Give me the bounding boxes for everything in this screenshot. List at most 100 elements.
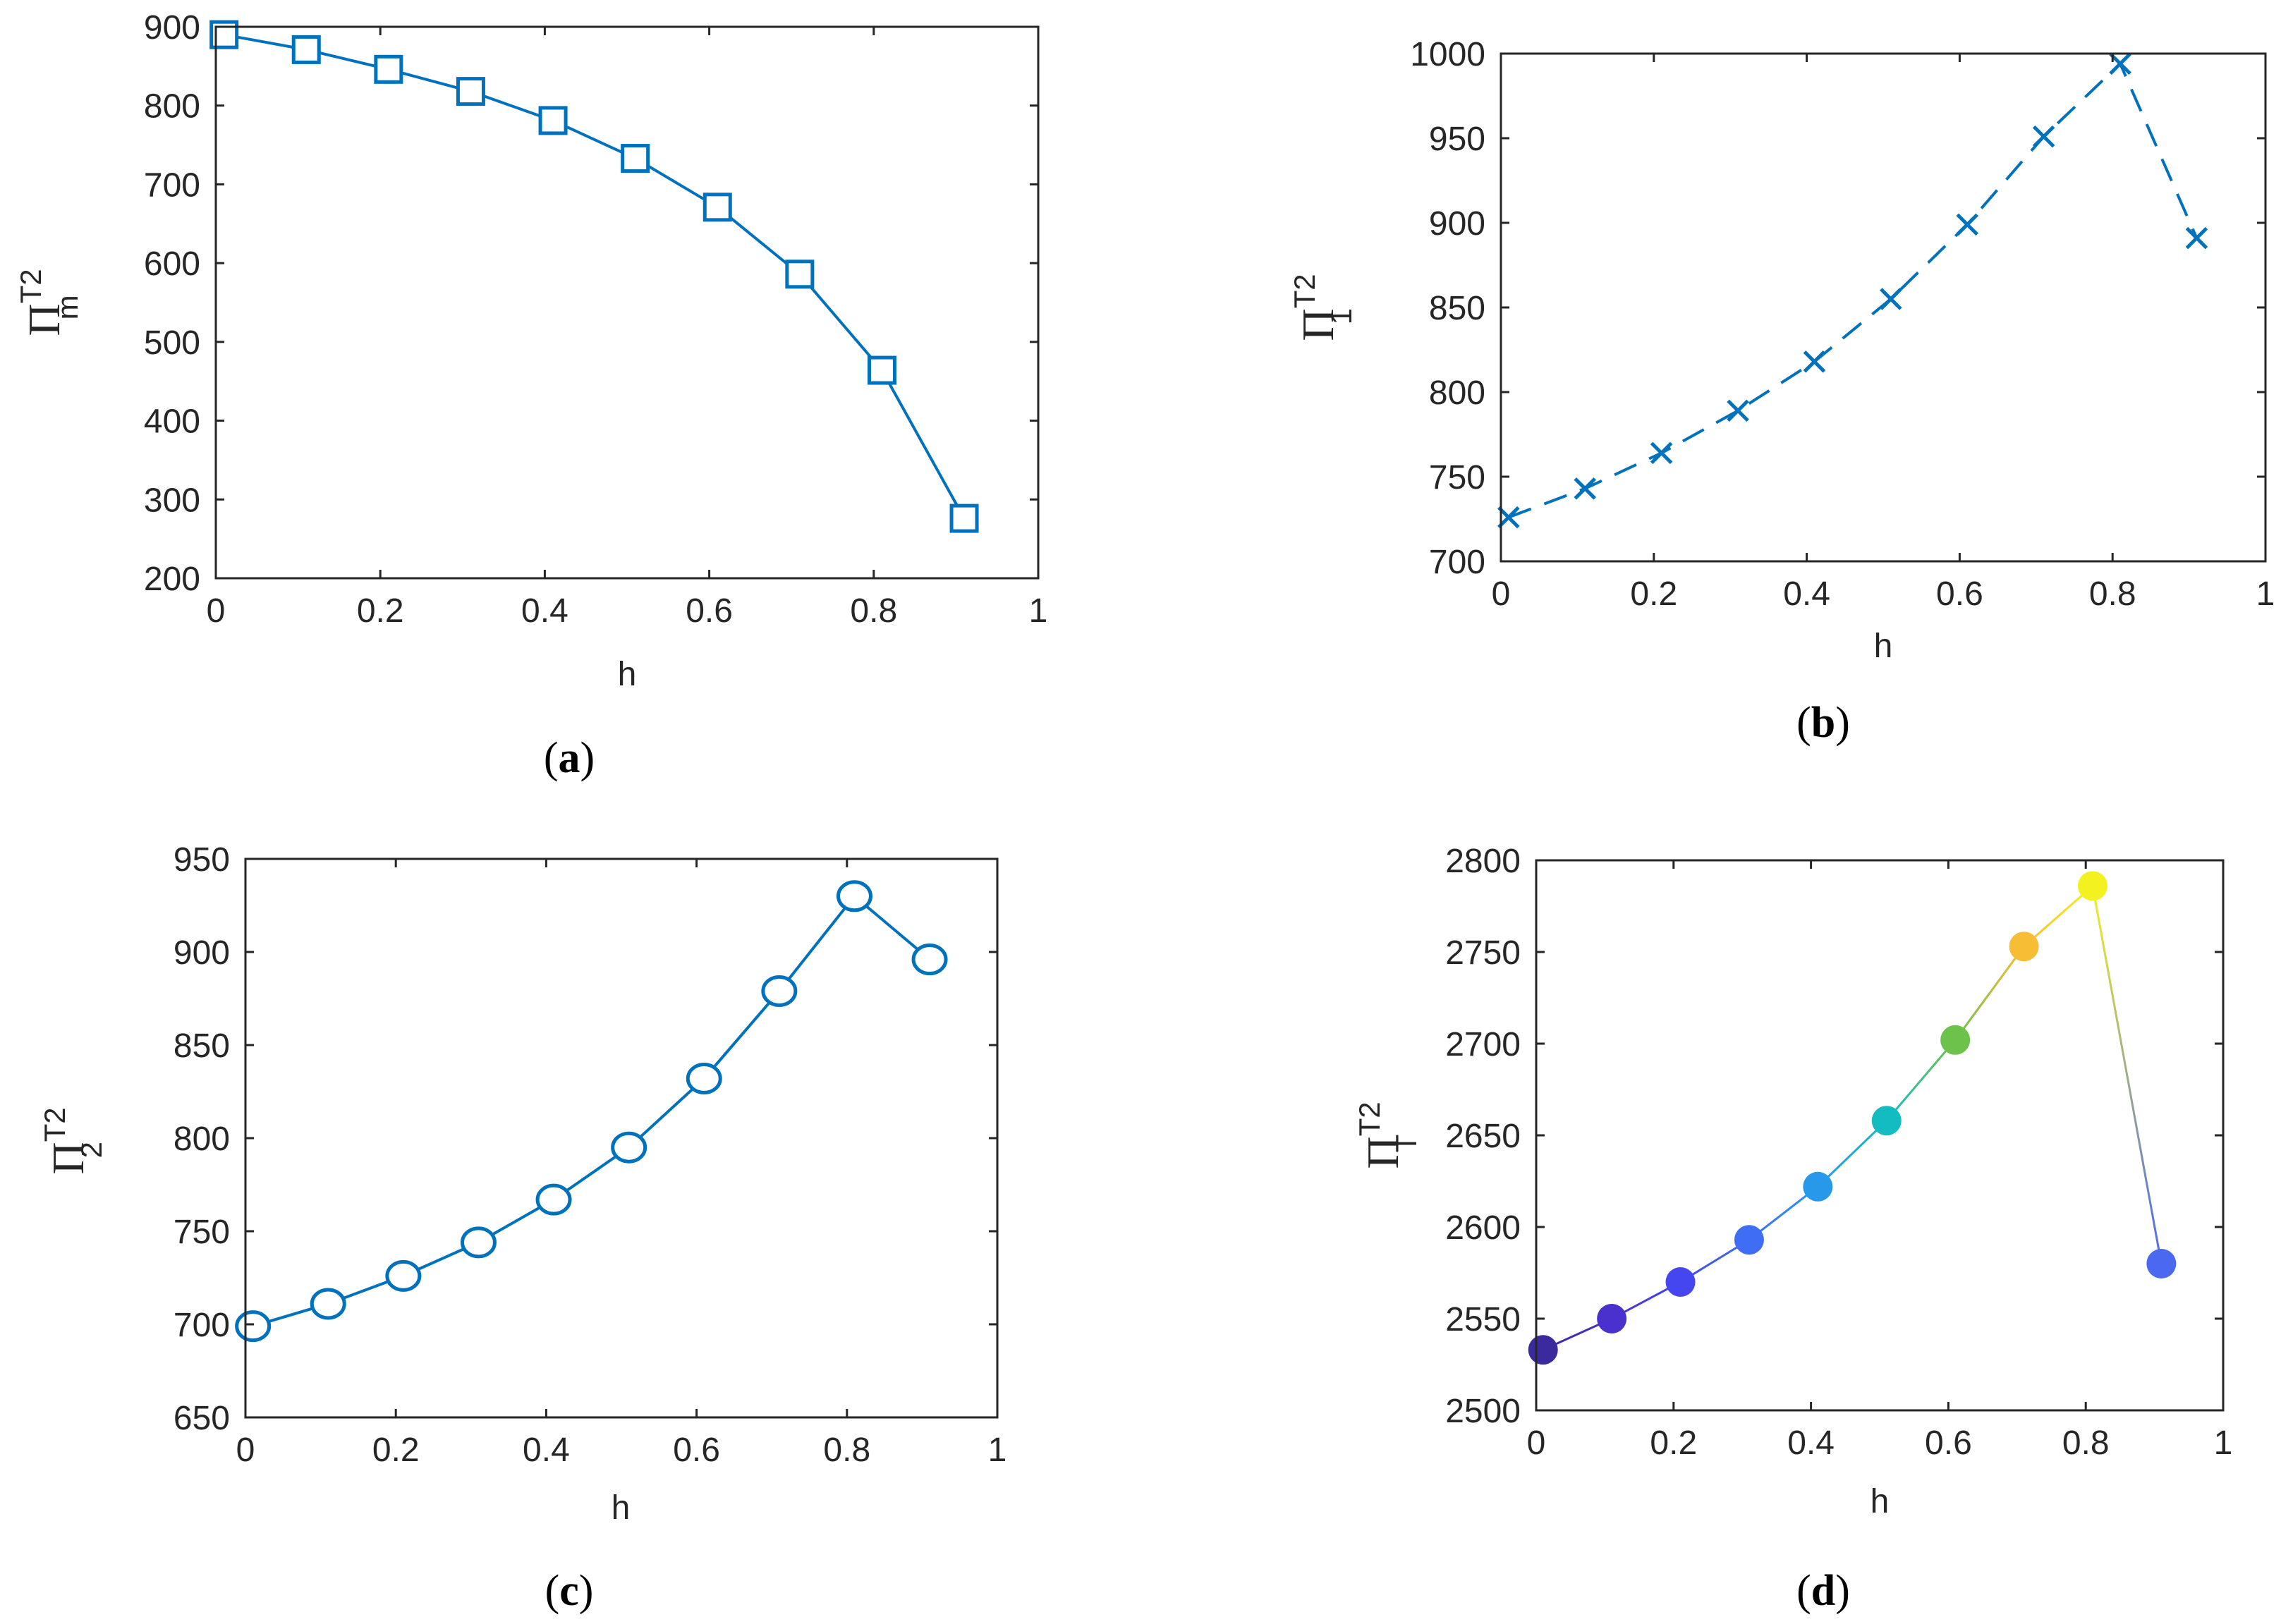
panel-d-point (1940, 1025, 1971, 1055)
panel-a-point (949, 503, 979, 533)
panel-a-xtick-label: 0.6 (686, 592, 733, 630)
panel-b: 0 0.2 0.4 0.6 0.8 1 700 750 800 850 900 950 1000 h Π… (1288, 36, 2275, 747)
panel-b-point (1803, 350, 1826, 373)
panel-a-xtick-label: 1 (1029, 592, 1048, 630)
panel-c-xtick-label: 0.6 (673, 1431, 720, 1469)
panel-d-point (1734, 1225, 1764, 1255)
panel-d-marks (1528, 871, 2177, 1365)
panel-c-ytick-label: 750 (174, 1214, 230, 1251)
panel-d-segment (1954, 946, 2025, 1041)
panel-b-point (1880, 288, 1902, 310)
panel-a-xtick-label: 0.8 (850, 592, 897, 630)
panel-b-xtick-label: 0.8 (2089, 575, 2136, 613)
panel-b-ylabel: ΠT21 (1288, 274, 1358, 341)
panel-d-ytick-label: 2750 (1445, 934, 1521, 972)
panel-a-point (456, 77, 485, 106)
panel-c-xlabel: h (612, 1489, 631, 1527)
panel-c-ytick-label: 850 (174, 1027, 230, 1065)
panel-d-segment (1817, 1120, 1887, 1188)
panel-c-xtick-label: 0 (236, 1431, 255, 1469)
panel-c-label-letter: c (559, 1567, 579, 1615)
panel-c-point (385, 1259, 422, 1292)
panel-c-series-line (253, 893, 931, 1328)
panel-d-label-letter: d (1811, 1567, 1835, 1615)
panel-b-ylabel-sup: T2 (1288, 274, 1321, 308)
panel-c-ylabel-base: Π (43, 1142, 93, 1174)
panel-d-point (1803, 1171, 1833, 1202)
panel-c-marks (235, 880, 948, 1343)
panel-a-label: (a) (544, 734, 595, 782)
panel-c-point (460, 1226, 497, 1259)
panel-d-segment (1885, 1039, 1957, 1122)
panel-a-point (538, 106, 568, 135)
panel-b-point (1574, 477, 1597, 500)
panel-a-point (702, 193, 732, 222)
panel-d-ytick-label: 2650 (1445, 1118, 1521, 1155)
panel-b-xtick-label: 0 (1492, 575, 1511, 613)
panel-d-ylabel-sup: T2 (1353, 1101, 1386, 1136)
panel-d-point (1665, 1267, 1696, 1297)
panel-b-point (1650, 441, 1673, 465)
panel-c-ytick-label: 700 (174, 1307, 230, 1344)
panel-d-segment (2023, 885, 2093, 948)
panel-d-point (2077, 871, 2107, 901)
panel-d-ylabel: ΠT2T (1353, 1101, 1423, 1168)
panel-b-ytick-label: 800 (1429, 374, 1485, 412)
panel-a-ylabel-sub: m (51, 295, 84, 319)
panel-a-series-line (224, 33, 966, 520)
panel-d-ytick-label: 2500 (1445, 1393, 1521, 1430)
panel-b-ylabel-sub: 1 (1325, 308, 1358, 324)
panel-d-xtick-label: 0.8 (2062, 1424, 2110, 1462)
panel-d-xtick-label: 0.6 (1925, 1424, 1972, 1462)
panel-a-ytick-label: 900 (144, 9, 200, 47)
panel-a-point (374, 54, 403, 84)
panel-a-xtick-label: 0.2 (357, 592, 404, 630)
panel-c-ylabel-sup: T2 (38, 1107, 71, 1142)
panel-a-point (291, 35, 321, 64)
panel-d-xtick-label: 0.4 (1787, 1424, 1835, 1462)
panel-d-ytick-label: 2800 (1445, 843, 1521, 880)
panel-c-point (310, 1288, 346, 1320)
panel-d-ylabel-base: Π (1358, 1136, 1408, 1168)
panel-a-ytick-label: 200 (144, 561, 200, 598)
panel-b-xtick-label: 0.6 (1936, 575, 1983, 613)
panel-a-xtick-label: 0 (207, 592, 226, 630)
panel-c-xtick-label: 0.8 (823, 1431, 870, 1469)
panel-a: 0 0.2 0.4 0.6 0.8 1 200 300 400 500 600 700 800 900 h… (14, 9, 1047, 782)
panel-c-point (911, 944, 948, 976)
panel-b-series-line (1508, 61, 2198, 519)
panel-c-label: (c) (545, 1567, 594, 1615)
panel-b-xtick-label: 0.4 (1783, 575, 1830, 613)
panel-b-point (1727, 399, 1749, 422)
panel-d-point (1597, 1304, 1627, 1333)
panel-d-point (2146, 1249, 2177, 1278)
panel-a-xlabel: h (618, 656, 637, 693)
panel-b-point (1497, 506, 1520, 529)
panel-a-point (867, 355, 896, 385)
panel-a-xtick-label: 0.4 (521, 592, 568, 630)
panel-d-ytick-label: 2550 (1445, 1301, 1521, 1338)
panel-b-marks (1497, 52, 2208, 529)
panel-a-point (621, 144, 650, 173)
panel-d-ylabel-sub: T (1389, 1135, 1423, 1153)
panel-b-xlabel: h (1874, 628, 1893, 665)
panel-c-ytick-label: 650 (174, 1400, 230, 1437)
panel-d-point (2009, 932, 2039, 962)
panel-a-marks (209, 20, 979, 533)
panel-a-ylabel-base: Π (19, 303, 69, 336)
panel-d-xtick-label: 0 (1527, 1424, 1546, 1462)
panel-c: 0 0.2 0.4 0.6 0.8 1 650 700 750 800 850 900 950 h ΠT… (38, 841, 1006, 1615)
panel-d-point (1871, 1106, 1902, 1136)
panel-a-ylabel-sup: T2 (14, 269, 47, 303)
panel-b-xtick-label: 1 (2256, 575, 2275, 613)
panel-d-point (1528, 1335, 1558, 1365)
panel-c-ytick-label: 950 (174, 841, 230, 879)
panel-d: 0 0.2 0.4 0.6 0.8 1 2500 2550 2600 2650 2700 2750 28… (1353, 843, 2232, 1615)
panel-b-label: (b) (1796, 699, 1850, 747)
panel-c-point (686, 1063, 722, 1095)
panel-b-ytick-label: 850 (1429, 290, 1485, 327)
panel-b-point (1956, 213, 1979, 236)
panel-a-ytick-label: 400 (144, 403, 200, 441)
panel-a-ytick-label: 600 (144, 245, 200, 283)
panel-a-axes-box (214, 25, 1040, 580)
